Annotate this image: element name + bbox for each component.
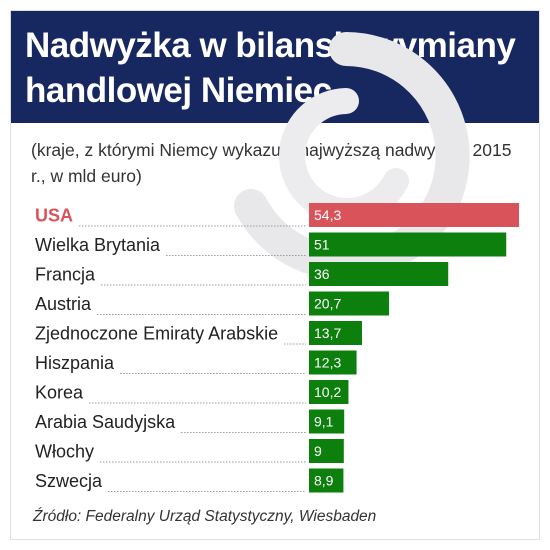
bar: [309, 321, 362, 345]
category-label: Zjednoczone Emiraty Arabskie: [35, 324, 278, 344]
infographic-card: Nadwyżka w bilansie wymiany handlowej Ni…: [10, 10, 540, 540]
category-label: Szwecja: [35, 471, 103, 491]
category-label: Wielka Brytania: [35, 235, 161, 255]
category-label: Austria: [35, 294, 92, 314]
bar: [309, 468, 344, 493]
title-banner: Nadwyżka w bilansie wymiany handlowej Ni…: [11, 11, 539, 123]
chart-title: Nadwyżka w bilansie wymiany handlowej Ni…: [25, 26, 516, 110]
category-label: Hiszpania: [35, 353, 115, 373]
value-label: 9: [314, 443, 322, 459]
bar: [309, 232, 507, 257]
value-label: 8,9: [314, 473, 334, 489]
value-label: 54,3: [314, 207, 341, 223]
bar: [309, 350, 357, 375]
chart-subtitle: (kraje, z którymi Niemcy wykazują najwyż…: [31, 140, 512, 186]
bar: [309, 409, 345, 434]
bar: [309, 262, 449, 286]
category-label: Francja: [35, 265, 96, 285]
category-label: Włochy: [35, 442, 94, 462]
bar: [309, 291, 390, 316]
value-label: 10,2: [314, 384, 341, 400]
category-label: USA: [35, 206, 73, 226]
value-label: 9,1: [314, 414, 334, 430]
bar-chart: USA 54,3 Wielka Brytania 51 Francja 36 Austria…: [35, 203, 519, 493]
value-label: 12,3: [314, 355, 341, 371]
category-label: Arabia Saudyjska: [35, 412, 176, 432]
source-note: Źródło: Federalny Urząd Statystyczny, Wi…: [33, 508, 377, 525]
value-label: 20,7: [314, 296, 341, 312]
category-label: Korea: [35, 383, 84, 403]
bar: [309, 439, 344, 463]
bar: [309, 380, 349, 404]
value-label: 13,7: [314, 325, 341, 341]
value-label: 36: [314, 266, 330, 282]
value-label: 51: [314, 237, 330, 253]
